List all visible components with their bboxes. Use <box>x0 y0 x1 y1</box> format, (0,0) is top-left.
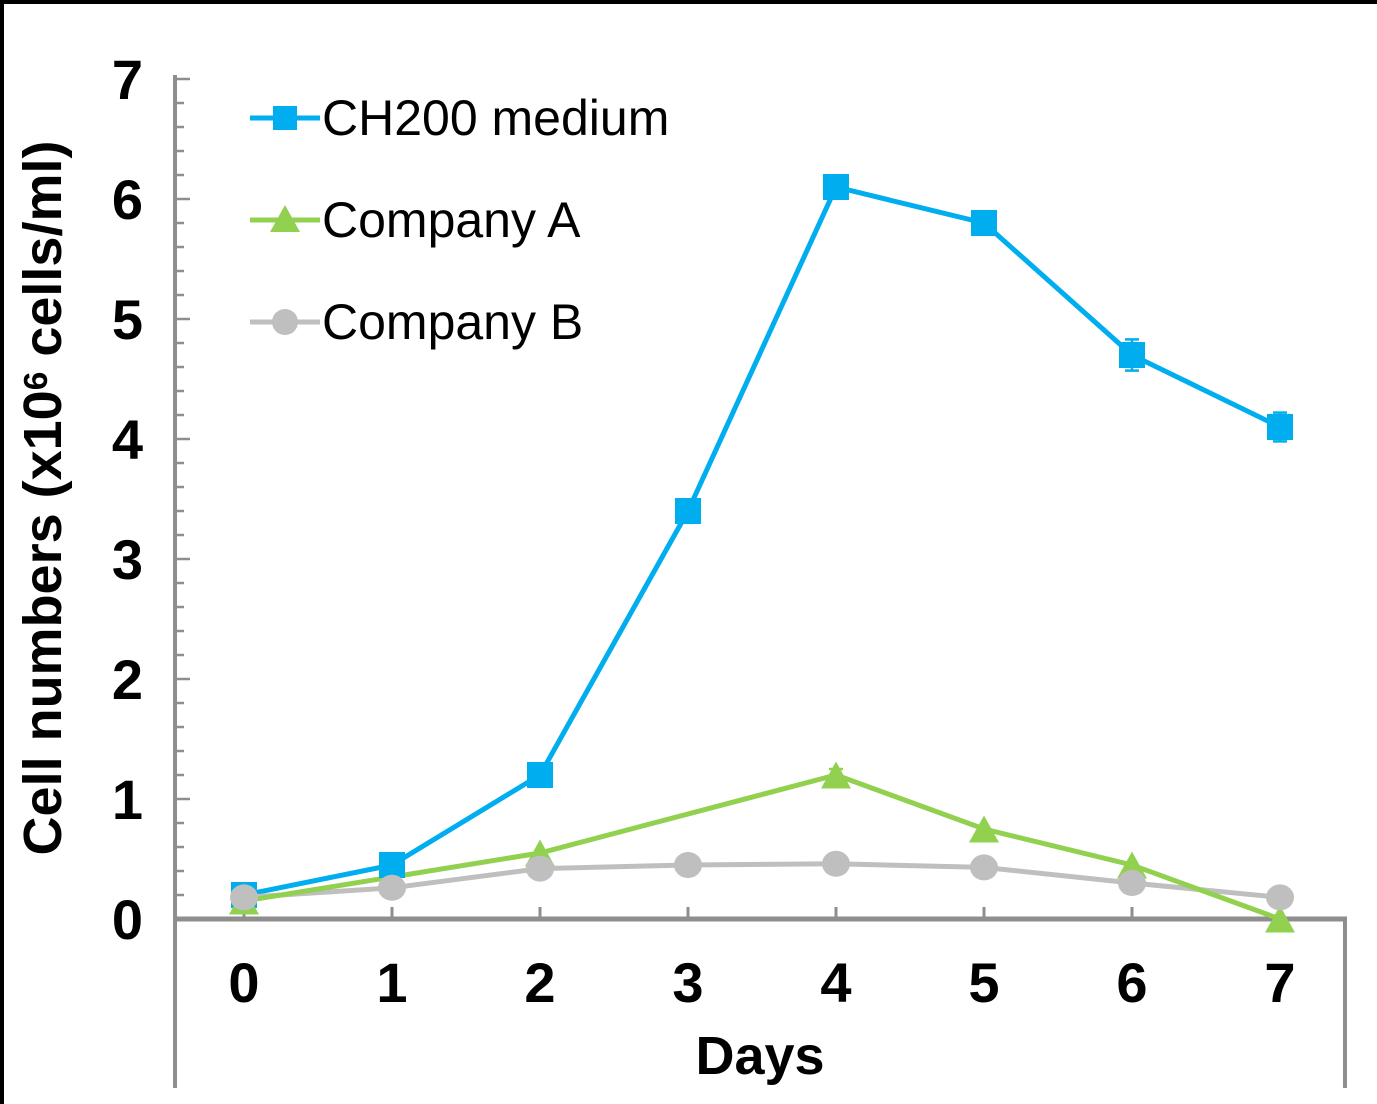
data-point-company-a <box>821 761 851 789</box>
data-point-company-b <box>674 852 702 878</box>
x-tick-label: 7 <box>1264 951 1295 1014</box>
series-line-company-a <box>243 772 1281 922</box>
legend-item-company-b: Company B <box>250 294 669 350</box>
data-point-ch200-medium <box>971 210 997 236</box>
square-marker-icon <box>250 106 320 130</box>
x-tick-label: 3 <box>672 951 703 1014</box>
legend-item-ch200-medium: CH200 medium <box>250 90 670 146</box>
y-axis-title-text: Cell numbers (x10 <box>13 390 74 856</box>
data-point-company-b <box>378 874 406 901</box>
x-tick-label: 6 <box>1116 951 1147 1014</box>
y-axis-title-suffix: cells/ml) <box>13 140 74 372</box>
y-tick-label: 4 <box>112 408 143 471</box>
y-tick-label: 2 <box>112 648 143 711</box>
data-point-company-a <box>1117 851 1147 879</box>
legend-label: Company B <box>322 294 584 350</box>
legend-label: CH200 medium <box>322 90 670 146</box>
data-point-ch200-medium <box>1267 414 1293 440</box>
legend: CH200 medium Company A Company B <box>250 90 670 350</box>
series-line-company-b <box>243 861 1281 900</box>
x-tick-label: 5 <box>968 951 999 1014</box>
top-border-line <box>0 0 1377 4</box>
data-point-company-b <box>1118 870 1146 896</box>
data-point-ch200-medium <box>527 762 553 788</box>
data-point-company-b <box>230 884 258 911</box>
y-axis-title-superscript: 6 <box>18 371 55 391</box>
data-point-company-a <box>969 815 999 843</box>
x-tick-label: 1 <box>376 951 407 1014</box>
data-point-company-b <box>970 854 998 881</box>
data-point-ch200-medium <box>675 498 701 524</box>
y-tick-label: 0 <box>112 888 143 951</box>
data-point-company-b <box>1266 884 1294 911</box>
y-tick-label: 1 <box>112 768 143 831</box>
data-point-ch200-medium <box>1119 342 1145 368</box>
legend-label: Company A <box>322 192 581 248</box>
legend-item-company-a: Company A <box>250 192 669 248</box>
circle-marker-icon <box>250 309 320 335</box>
y-axis-title: Cell numbers (x106 cells/ml) <box>8 48 73 948</box>
series-line-ch200-medium <box>243 184 1282 898</box>
data-point-ch200-medium <box>823 174 849 200</box>
left-border-line <box>0 0 4 1104</box>
x-tick-label: 0 <box>228 951 259 1014</box>
x-axis-title: Days <box>695 1026 824 1086</box>
data-point-company-b <box>822 850 850 877</box>
y-tick-label: 7 <box>112 48 143 111</box>
data-point-company-a <box>1265 905 1295 933</box>
y-tick-label: 3 <box>112 528 143 591</box>
y-tick-label: 5 <box>112 288 143 351</box>
data-point-ch200-medium <box>379 852 405 878</box>
x-tick-label: 4 <box>820 951 851 1014</box>
y-tick-label: 6 <box>112 168 143 231</box>
x-tick-label: 2 <box>524 951 555 1014</box>
data-point-company-b <box>526 855 554 882</box>
triangle-marker-icon <box>250 205 320 232</box>
